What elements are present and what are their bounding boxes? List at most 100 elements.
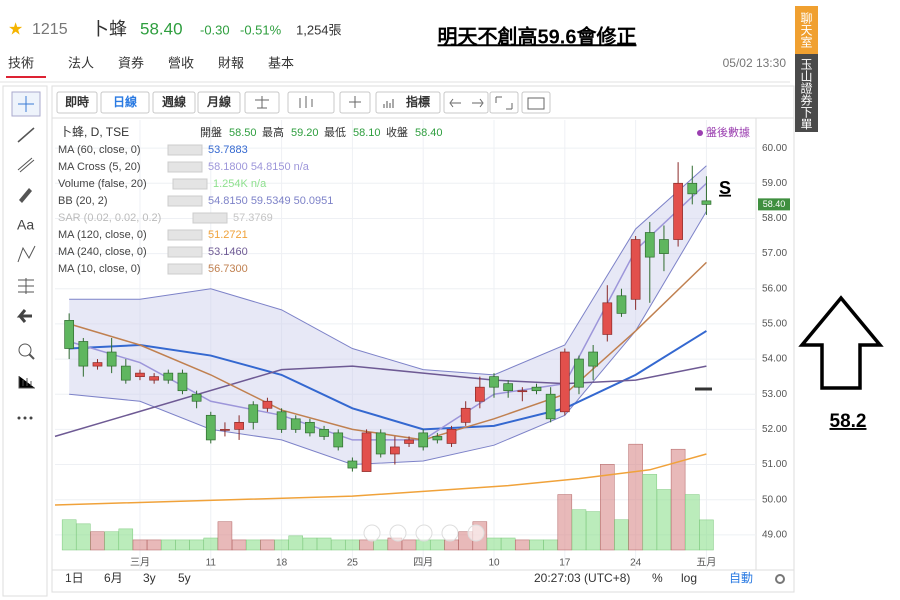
log-toggle[interactable]: log [681,571,697,585]
tool-text[interactable]: Aa [17,217,34,233]
zoom-controls [363,524,485,542]
interval-label: 日線 [113,94,137,109]
ma-line [69,330,707,431]
toolbar-button[interactable] [287,91,335,114]
legend-controls[interactable] [167,263,203,275]
volume-bar [628,443,643,551]
volume-bar [260,539,275,551]
x-tick-label: 25 [347,558,359,569]
tool-cursor-icon [18,96,34,112]
candle-body [149,376,159,381]
order-button[interactable] [795,54,818,132]
toolbar-button[interactable] [489,91,519,114]
chat-label: 聊天室 [799,12,813,48]
after-hours[interactable]: 盤後數據 [706,125,750,139]
candle-body [545,393,556,420]
zoom-out[interactable] [389,524,407,542]
percent-toggle[interactable]: % [652,571,663,585]
candle-body [361,432,372,472]
volume-bar [614,519,629,551]
volume-bar [486,537,502,551]
interval-button[interactable] [100,91,150,114]
tool-bars[interactable] [18,376,35,389]
toolbar-button[interactable] [521,91,551,114]
volume-bar [189,539,204,551]
legend-controls[interactable] [167,246,203,258]
range-6m[interactable]: 6月 [104,571,123,585]
tool-pattern[interactable] [17,245,36,263]
annotation-title: 明天不創高59.6會修正 [438,24,637,48]
legend-controls[interactable] [192,212,228,224]
range-3y[interactable]: 3y [143,571,156,585]
range-1d[interactable]: 1日 [65,571,84,585]
tool-fib[interactable] [17,157,35,173]
legend-controls[interactable] [167,229,203,241]
settings-icon[interactable] [775,574,785,584]
legend-controls[interactable] [167,161,203,173]
price-tag-label: 58.40 [763,199,786,209]
candle-body [574,358,584,388]
candle-body [220,429,230,431]
legend-controls[interactable] [172,178,208,190]
plot: 60.00 59.00 58.00 57.00 56.00 55.00 54.00 53.00… [54,120,790,570]
candle-body [446,429,457,444]
toolbar-button[interactable] [443,91,489,114]
tab-bar: 技術 法人 資券 營收 財報 基本 [6,55,294,78]
legend-controls[interactable] [167,144,203,156]
volume-bar [76,523,91,551]
order-label: 玉山證券下單 [799,58,813,130]
tool-line[interactable] [17,127,35,143]
ohlc-text: 最高 [262,125,284,139]
candle-body [290,418,301,430]
tab[interactable]: 營收 [168,55,194,70]
zoom-right[interactable] [467,524,485,542]
tab[interactable]: 基本 [268,55,294,70]
range-5y[interactable]: 5y [178,571,191,585]
zoom-reset[interactable] [415,524,433,542]
y-tick-label: 52.00 [762,424,787,435]
tab[interactable]: 財報 [218,55,244,70]
tool-more[interactable] [17,416,21,420]
x-tick-label: 11 [206,558,217,569]
interval-button[interactable] [197,91,241,114]
auto-toggle[interactable]: 自動 [729,571,753,585]
zoom-in[interactable] [441,524,459,542]
tab[interactable]: 技術 [8,55,34,70]
candle-body [333,432,344,448]
indicator-button[interactable] [375,91,441,114]
legend-readout: 1.254K n/a [213,178,267,190]
x-tick-label: 五月 [696,557,716,569]
tool-brush[interactable] [19,188,32,203]
zoom-left[interactable] [363,524,381,542]
tab[interactable]: 資券 [118,55,144,70]
tool-measure[interactable] [18,278,34,294]
volume-bar [161,539,176,551]
volume-bar [231,539,247,551]
candle-body [630,239,641,300]
bb-lower [69,211,707,466]
candle-body [319,429,329,437]
volume-bar [557,494,573,551]
candle-body [375,432,386,455]
star-icon[interactable]: ★ [8,19,23,38]
chat-button[interactable] [795,6,818,54]
candle-body [503,383,514,392]
after-hours-dot [697,130,703,136]
legend-name: BB (20, 2) [58,195,108,207]
interval-label: 週線 [162,94,186,109]
volume-bar [444,539,459,551]
legend-controls[interactable] [167,195,203,207]
candle-body [701,200,712,205]
volume-bar [61,519,77,551]
indicator-icon [383,99,394,108]
volume-bar [515,539,530,551]
ohlc-text: 最低 [324,126,346,139]
tool-back[interactable] [16,309,32,323]
y-tick-label: 58.00 [762,213,787,224]
tool-zoom[interactable] [18,343,32,357]
interval-button[interactable] [152,91,196,114]
ohlc-text: 58.50 [229,127,257,139]
tab[interactable]: 法人 [68,55,94,70]
interval-button[interactable] [56,91,98,114]
change-pct: -0.51% [240,22,282,37]
